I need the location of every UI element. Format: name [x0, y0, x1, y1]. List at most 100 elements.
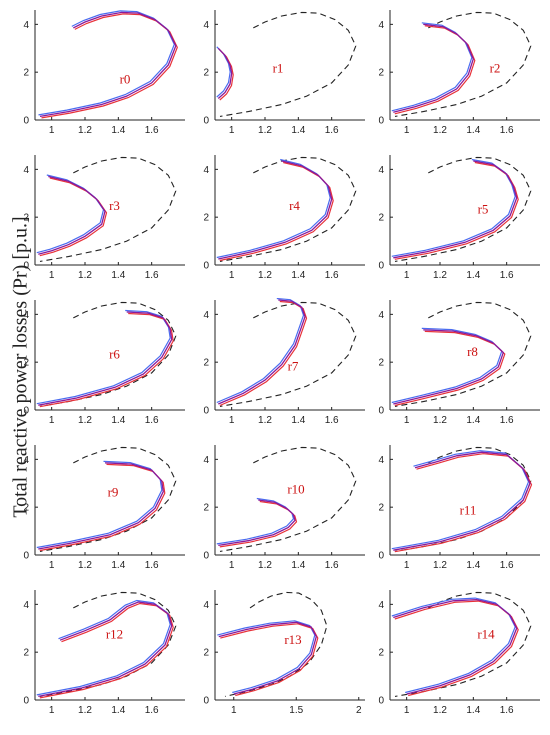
y-tick-label: 0 [23, 261, 29, 272]
y-tick-label: 4 [203, 165, 209, 176]
x-tick-label: 1.4 [466, 270, 480, 281]
x-tick-label: 1 [229, 125, 235, 136]
x-tick-label: 1 [49, 560, 55, 571]
y-tick-label: 0 [23, 116, 29, 127]
subplot-r6: 0 2 4 1 1.2 1.4 1.6 r6 [23, 300, 185, 426]
subplot-r8: 0 2 4 1 1.2 1.4 1.6 r8 [378, 300, 540, 426]
series-red [394, 330, 506, 407]
series-red [39, 177, 108, 257]
subplot-r10: 0 2 4 1 1.2 1.4 1.6 r10 [203, 445, 365, 571]
reference-curve-dashed [394, 301, 532, 407]
y-tick-label: 0 [23, 696, 29, 707]
x-tick-label: 1 [404, 415, 410, 426]
reference-curve-dashed [39, 156, 177, 262]
series-purple [38, 601, 173, 698]
reference-curve-dashed [219, 11, 357, 117]
x-tick-label: 1.6 [145, 270, 159, 281]
x-tick-label: 1 [49, 270, 55, 281]
panel-label-r14: r14 [477, 626, 495, 641]
panel-label-r6: r6 [109, 346, 120, 361]
series-red [219, 300, 308, 407]
panel-label-r4: r4 [289, 198, 300, 213]
series-group [36, 174, 108, 257]
x-tick-label: 1.6 [325, 415, 339, 426]
series-purple [393, 598, 518, 695]
x-tick-label: 1.6 [500, 705, 514, 716]
x-tick-label: 1.6 [500, 125, 514, 136]
y-tick-label: 2 [23, 648, 29, 659]
series-purple [38, 462, 164, 550]
x-tick-label: 1.2 [433, 705, 447, 716]
x-tick-label: 1 [49, 125, 55, 136]
panel-label-r3: r3 [109, 198, 120, 213]
x-tick-label: 1.2 [258, 125, 272, 136]
panel-label-r12: r12 [106, 626, 123, 641]
series-group [216, 158, 334, 262]
panel-label-r9: r9 [108, 485, 119, 500]
series-group [36, 599, 174, 699]
reference-curve-dashed [219, 446, 357, 552]
series-purple [393, 329, 505, 405]
y-tick-label: 4 [203, 600, 209, 611]
x-tick-label: 1.4 [291, 560, 305, 571]
x-tick-label: 1.6 [500, 270, 514, 281]
series-blue [36, 460, 163, 549]
series-purple [218, 160, 333, 260]
series-blue [216, 497, 295, 545]
y-tick-label: 2 [378, 213, 384, 224]
series-blue [391, 158, 516, 257]
y-tick-label: 4 [23, 20, 29, 31]
y-tick-label: 2 [203, 358, 209, 369]
series-red [39, 312, 174, 408]
x-tick-label: 1.2 [433, 415, 447, 426]
x-tick-label: 1 [231, 705, 237, 716]
x-tick-label: 1.6 [500, 415, 514, 426]
y-tick-label: 0 [23, 406, 29, 417]
x-tick-label: 1.4 [466, 705, 480, 716]
y-tick-label: 4 [378, 600, 384, 611]
reference-curve-dashed [394, 156, 532, 262]
series-red [41, 13, 178, 119]
panel-label-r13: r13 [284, 632, 301, 647]
panel-label-r1: r1 [273, 61, 284, 76]
x-tick-label: 1.6 [145, 125, 159, 136]
x-tick-label: 1 [229, 560, 235, 571]
series-blue [36, 309, 171, 405]
series-group [391, 22, 476, 115]
y-tick-label: 4 [378, 20, 384, 31]
x-tick-label: 1.4 [111, 125, 125, 136]
x-tick-label: 1.2 [258, 270, 272, 281]
x-tick-label: 1.4 [466, 560, 480, 571]
series-purple [393, 160, 518, 259]
x-tick-label: 1.6 [325, 560, 339, 571]
x-tick-label: 1.6 [500, 560, 514, 571]
series-group [36, 460, 166, 552]
subplot-r4: 0 2 4 1 1.2 1.4 1.6 r4 [203, 155, 365, 281]
x-tick-label: 1.2 [433, 125, 447, 136]
subplot-r2: 0 2 4 1 1.2 1.4 1.6 r2 [378, 10, 540, 136]
series-group [391, 327, 506, 407]
x-tick-label: 1.2 [258, 415, 272, 426]
x-tick-label: 1.4 [466, 125, 480, 136]
reference-curve-dashed [39, 446, 177, 552]
series-blue [36, 599, 171, 696]
y-tick-label: 0 [378, 116, 384, 127]
subplot-r3: 0 2 4 1 1.2 1.4 1.6 r3 [23, 155, 185, 281]
series-red [219, 500, 298, 548]
panel-label-r10: r10 [287, 481, 304, 496]
panel-label-r2: r2 [490, 61, 501, 76]
subplot-r11: 0 2 4 1 1.2 1.4 1.6 r11 [378, 445, 540, 571]
y-tick-label: 4 [378, 310, 384, 321]
y-tick-label: 0 [378, 406, 384, 417]
series-purple [218, 499, 296, 547]
series-blue [38, 10, 175, 116]
series-red [39, 463, 166, 552]
subplot-r13: 0 2 4 1 1.5 2 r13 [203, 590, 365, 716]
series-blue [216, 298, 305, 404]
y-tick-label: 0 [203, 551, 209, 562]
series-blue [216, 158, 331, 259]
x-tick-label: 1.4 [111, 705, 125, 716]
y-tick-label: 0 [203, 406, 209, 417]
y-tick-label: 0 [378, 261, 384, 272]
